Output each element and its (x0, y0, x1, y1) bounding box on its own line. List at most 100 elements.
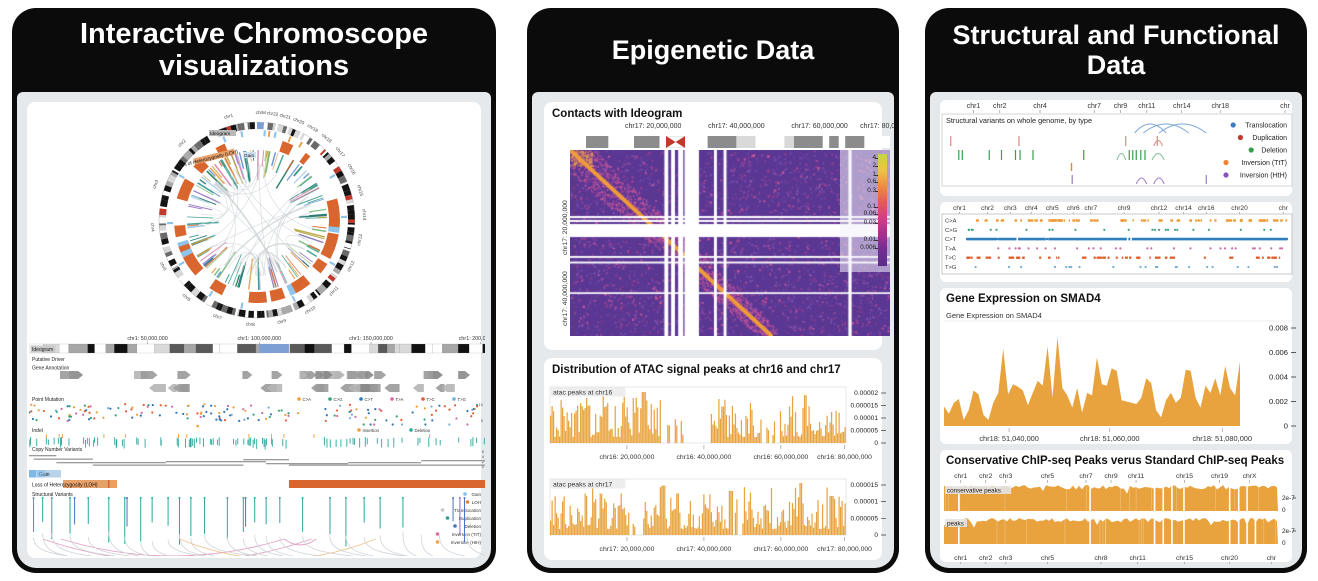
svg-text:chr4: chr4 (150, 223, 156, 233)
svg-text:chr16: 80,000,000: chr16: 80,000,000 (817, 454, 872, 461)
panel-structural-functional[interactable]: Structural and Functional Data chr1 chr2 c… (925, 8, 1307, 573)
svg-text:0.006: 0.006 (1269, 348, 1288, 357)
svg-text:0.000005: 0.000005 (850, 515, 878, 522)
svg-text:10: 10 (479, 402, 484, 407)
svg-text:LOH: LOH (472, 500, 481, 505)
svg-text:6: 6 (482, 449, 485, 454)
svg-text:T>G: T>G (458, 397, 467, 402)
svg-text:chr15: chr15 (1176, 555, 1193, 562)
svg-text:chr16: 40,000,000: chr16: 40,000,000 (677, 454, 732, 461)
svg-text:Inversion (HtH): Inversion (HtH) (451, 540, 482, 545)
svg-text:chr1: 150,000,000: chr1: 150,000,000 (349, 336, 392, 342)
svg-text:0.000015: 0.000015 (850, 482, 878, 489)
svg-text:0: 0 (1282, 507, 1286, 514)
svg-text:chr5: chr5 (1041, 555, 1054, 562)
svg-text:chr17: 20,000,000: chr17: 20,000,000 (600, 546, 655, 553)
svg-text:chr16: 60,000,000: chr16: 60,000,000 (753, 454, 808, 461)
svg-text:Deletion: Deletion (464, 524, 481, 529)
svg-text:chr2: chr2 (979, 555, 992, 562)
hic-heatmap-canvas (570, 150, 890, 336)
genome-browser: chr1: 50,000,000 chr1: 100,000,000 chr1: 1… (29, 336, 485, 556)
atac-chr17-track: atac peaks at chr17 0.000015 0.00001 0.0000… (549, 478, 886, 553)
svg-text:Duplication: Duplication (459, 516, 482, 521)
hic-colorbar-legend: 42 10.60.3 0.10.060.03 0.010.006 (840, 150, 890, 272)
svg-text:chr17: 60,000,000: chr17: 60,000,000 (753, 546, 808, 553)
svg-text:0: 0 (1282, 540, 1286, 547)
svg-text:C>A: C>A (303, 397, 312, 402)
svg-text:0.000005: 0.000005 (850, 428, 878, 435)
svg-text:Ideogram: Ideogram (210, 131, 230, 137)
sv-whole-genome-plot: chr1 chr2 chr4 chr7 chr9 chr11 chr14 chr18 chr St… (941, 103, 1293, 187)
svg-text:chr11: chr11 (1128, 473, 1145, 480)
svg-text:C>T: C>T (365, 397, 374, 402)
svg-text:T>A: T>A (396, 397, 404, 402)
hic-section: Contacts with Ideogram chr17: 20,000,000… (544, 102, 894, 350)
svg-text:C>G: C>G (945, 228, 958, 234)
panel-title-right: Structural and Functional Data (952, 19, 1280, 80)
svg-text:chr1: chr1 (954, 555, 967, 562)
svg-text:0.000015: 0.000015 (850, 403, 878, 410)
svg-text:chr11: chr11 (1138, 103, 1155, 110)
svg-text:chr18: chr18 (321, 132, 333, 144)
panel-interactive-chromoscope[interactable]: Interactive Chromoscope visualizations c… (12, 8, 496, 573)
svg-text:Inversion (TtT): Inversion (TtT) (1241, 160, 1287, 167)
hic-colorbar-tick: 0.03 (863, 219, 876, 227)
svg-text:T>C: T>C (945, 256, 956, 262)
svg-text:chr5: chr5 (159, 261, 168, 272)
atac-chr16-track: atac peaks at chr16 0.00002 0.000015 0.0000… (549, 386, 886, 461)
svg-text:chr13: chr13 (356, 233, 363, 246)
svg-text:chr19: chr19 (306, 123, 319, 133)
svg-text:Putative Driver: Putative Driver (32, 357, 65, 363)
panel-epigenetic[interactable]: Epigenetic Data Contacts with Ideogram c… (527, 8, 899, 573)
panel-title-left: Interactive Chromoscope visualizations (79, 17, 429, 82)
svg-text:peaks: peaks (947, 521, 964, 528)
svg-text:chr8: chr8 (246, 322, 256, 328)
hic-heatmap: chr17: 20,000,000 chr17: 40,000,000 chr17:… (548, 123, 894, 347)
svg-text:chr3: chr3 (999, 473, 1012, 480)
chipseq-section: Conservative ChIP-seq Peaks verus Standa… (940, 450, 1296, 564)
svg-text:chr20: chr20 (1231, 205, 1248, 212)
panel-epigenetic-body: Contacts with Ideogram chr17: 20,000,000… (532, 92, 894, 568)
svg-text:0.00001: 0.00001 (854, 415, 878, 422)
svg-text:chr7: chr7 (212, 313, 223, 321)
svg-text:chrM: chrM (256, 110, 267, 115)
hic-y-tick: chr17: 40,000,000 (562, 270, 569, 326)
svg-text:T>C: T>C (427, 397, 435, 402)
svg-text:chr: chr (1267, 555, 1277, 562)
svg-text:Structural variants on whole g: Structural variants on whole genome, by … (946, 116, 1092, 125)
svg-text:chr3: chr3 (152, 179, 160, 190)
panel-interactive-body: chrM chr22 chr21 chr20 chr19 chr18 chr17 chr16 c… (17, 92, 491, 568)
svg-text:chr12: chr12 (346, 260, 356, 273)
svg-text:chr5: chr5 (1046, 205, 1059, 212)
hic-x-tick: chr17: 40,000,000 (708, 123, 765, 130)
hic-colorbar-tick: 0.1 (867, 202, 876, 210)
svg-text:Gene Annotation: Gene Annotation (32, 366, 69, 372)
svg-text:chr15: chr15 (1176, 473, 1193, 480)
svg-text:chr2: chr2 (177, 138, 187, 148)
svg-text:Translocation: Translocation (1245, 123, 1287, 130)
svg-text:chr16: chr16 (347, 163, 357, 176)
svg-text:chr1: 50,000,000: chr1: 50,000,000 (127, 336, 167, 342)
svg-text:chr1: chr1 (967, 103, 981, 110)
svg-text:chr9: chr9 (277, 318, 287, 325)
svg-text:chr5: chr5 (1041, 473, 1054, 480)
chromoscope-screenshot: chrM chr22 chr21 chr20 chr19 chr18 chr17 chr16 c… (27, 102, 485, 558)
svg-text:chr17: 80,000,000: chr17: 80,000,000 (817, 546, 872, 553)
svg-text:2: 2 (482, 459, 485, 464)
svg-text:chr17: chr17 (335, 146, 346, 158)
svg-text:chr18: 51,040,000: chr18: 51,040,000 (979, 434, 1039, 442)
svg-text:chr18: 51,060,000: chr18: 51,060,000 (1080, 434, 1140, 442)
hic-y-tick: chr17: 20,000,000 (562, 200, 569, 255)
svg-text:Structural Variants: Structural Variants (32, 492, 73, 498)
svg-text:Point Mutation: Point Mutation (32, 397, 64, 403)
svg-text:0: 0 (874, 440, 878, 447)
svg-text:chr14: chr14 (1173, 103, 1191, 110)
gene-expression-title: Gene Expression on SMAD4 (946, 293, 1101, 305)
svg-text:chrX: chrX (1243, 473, 1257, 480)
svg-text:chr2: chr2 (979, 473, 992, 480)
svg-text:chr18: chr18 (1211, 103, 1229, 110)
svg-text:Indel: Indel (32, 428, 43, 434)
svg-text:chr11: chr11 (328, 285, 340, 297)
hic-colorbar-tick: 0.01 (863, 236, 876, 244)
